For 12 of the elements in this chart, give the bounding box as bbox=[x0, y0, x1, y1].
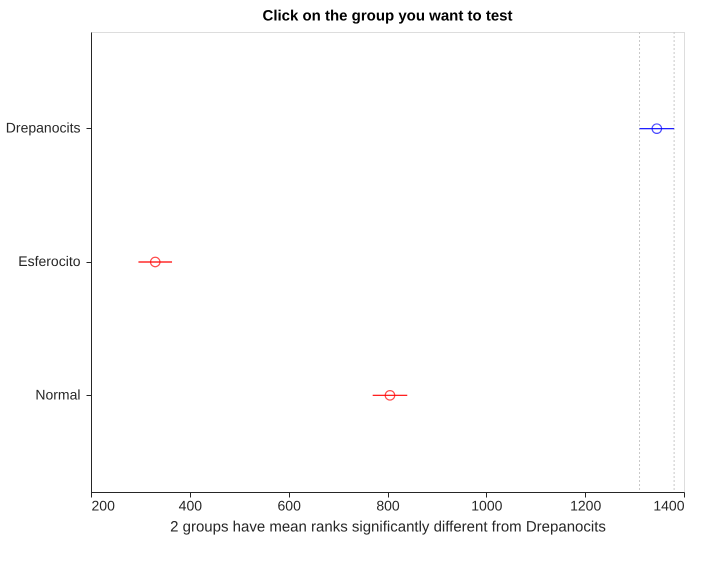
y-tick-label: Esferocito bbox=[18, 253, 81, 269]
x-axis-title: 2 groups have mean ranks significantly different from Drepanocits bbox=[170, 518, 606, 536]
x-tick-label: 800 bbox=[376, 498, 400, 514]
x-tick-label: 1200 bbox=[570, 498, 602, 514]
x-tick-label: 400 bbox=[178, 498, 202, 514]
x-tick-label: 1400 bbox=[653, 498, 685, 514]
y-tick-label: Normal bbox=[35, 386, 80, 402]
x-tick-label: 1000 bbox=[471, 498, 503, 514]
x-tick-label: 600 bbox=[277, 498, 302, 514]
y-tick-label: Drepanocits bbox=[6, 120, 80, 136]
chart-title: Click on the group you want to test bbox=[262, 8, 513, 24]
x-tick-label: 200 bbox=[92, 498, 116, 514]
